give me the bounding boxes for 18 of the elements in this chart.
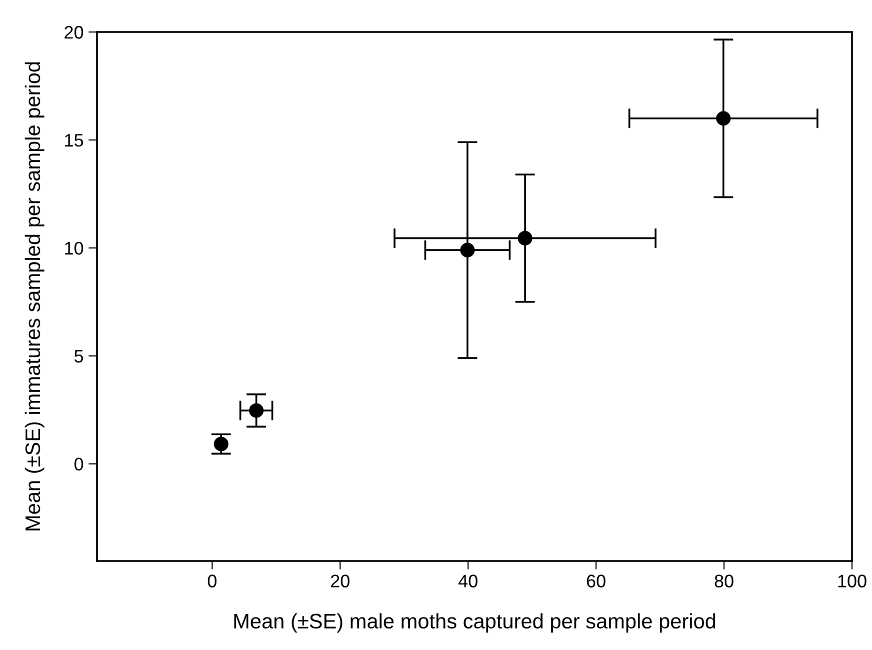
point bbox=[249, 403, 264, 418]
point bbox=[214, 436, 228, 452]
y-tick-label: 0 bbox=[74, 458, 84, 471]
y-tick-label: 5 bbox=[74, 350, 84, 363]
y-axis-title: Mean (±SE) immatures sampled per sample period bbox=[24, 62, 44, 530]
x-tick-label: 0 bbox=[208, 574, 216, 588]
x-tick-label: 60 bbox=[586, 574, 606, 588]
point bbox=[518, 230, 532, 246]
y-tick-label: 10 bbox=[65, 242, 84, 255]
x-axis-title: Mean (±SE) male moths captured per sample period bbox=[234, 613, 716, 633]
x-tick-label: 20 bbox=[331, 574, 350, 588]
point bbox=[716, 111, 731, 126]
y-tick-label: 15 bbox=[65, 134, 84, 147]
point bbox=[460, 242, 475, 258]
x-tick-label: 40 bbox=[458, 574, 478, 588]
y-tick-label: 20 bbox=[64, 26, 84, 39]
x-tick-label: 80 bbox=[714, 574, 734, 588]
x-tick-label: 100 bbox=[838, 574, 866, 588]
